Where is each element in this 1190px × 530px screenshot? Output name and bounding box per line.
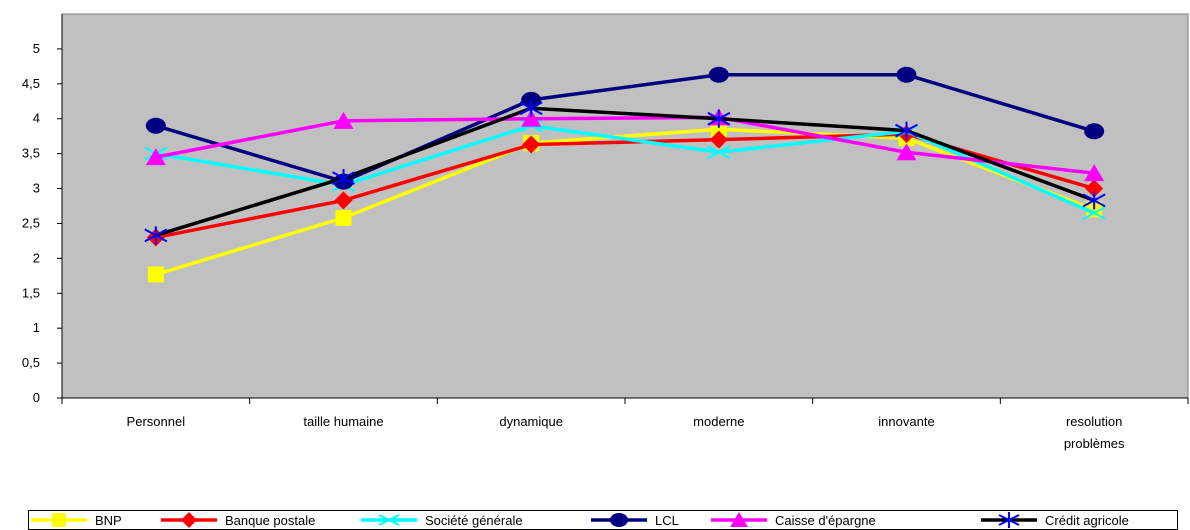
y-tick-label: 1	[33, 320, 40, 335]
data-point-circle	[708, 66, 729, 83]
legend-label: BNP	[95, 512, 122, 528]
data-point-triangle	[521, 109, 542, 127]
y-tick-label: 4	[33, 111, 40, 126]
x-tick-label-line: resolution	[1066, 414, 1122, 429]
legend-swatch	[161, 512, 217, 528]
data-point-square	[1086, 201, 1103, 218]
legend-swatch	[981, 512, 1037, 528]
data-point-square	[147, 266, 164, 283]
series-line	[155, 72, 1095, 184]
data-point-circle	[896, 66, 917, 83]
series-line	[155, 115, 1095, 175]
y-tick-label: 0,5	[22, 355, 40, 370]
legend-item: Société générale	[359, 511, 523, 529]
legend-swatch	[31, 513, 87, 527]
data-point-circle	[1084, 123, 1105, 140]
series-line	[155, 123, 1095, 215]
x-tick-label-line: taille humaine	[303, 414, 383, 429]
legend-label: Crédit agricole	[1045, 512, 1129, 528]
series-3	[145, 66, 1105, 190]
legend-item: Caisse d'épargne	[709, 511, 876, 529]
data-point-triangle	[1084, 164, 1105, 182]
data-point-triangle	[896, 143, 917, 161]
x-tick-label: dynamique	[499, 414, 563, 429]
plot-area	[61, 13, 1189, 399]
legend-label: LCL	[655, 512, 679, 528]
legend-item: Crédit agricole	[979, 511, 1129, 529]
data-point-star	[144, 226, 168, 245]
data-point-diamond	[334, 191, 353, 210]
data-point-triangle	[730, 512, 748, 527]
y-tick-label: 2,5	[22, 215, 40, 230]
x-tick-label-line: moderne	[693, 414, 744, 429]
x-tick-label: Personnel	[127, 414, 186, 429]
data-point-diamond	[709, 130, 728, 149]
line-chart: 0 0,5 1 1,5 2 2,5 3 3,5 4 4,5 5 Personnel taille hum…	[22, 13, 1189, 451]
data-point-x	[707, 145, 731, 160]
legend-label: Société générale	[425, 512, 523, 528]
series-5	[144, 99, 1106, 245]
legend-label: Caisse d'épargne	[775, 512, 876, 528]
x-tick-label: moderne	[693, 414, 744, 429]
x-tick-label-line: dynamique	[499, 414, 563, 429]
data-point-circle	[145, 117, 166, 134]
legend-label: Banque postale	[225, 512, 316, 528]
y-tick-label: 4,5	[22, 76, 40, 91]
data-point-square	[52, 513, 66, 527]
data-point-star	[998, 512, 1020, 528]
x-tick-label: resolution problèmes	[1064, 414, 1125, 451]
data-point-circle	[610, 513, 628, 527]
series-line	[155, 106, 1095, 237]
x-tick-label-line: innovante	[878, 414, 934, 429]
data-point-star	[895, 121, 918, 140]
data-point-x	[1082, 206, 1106, 220]
data-point-square	[335, 209, 352, 226]
legend-swatch	[361, 514, 417, 526]
data-point-star	[707, 109, 731, 128]
y-tick-label: 3	[33, 181, 40, 196]
legend-item: LCL	[589, 511, 679, 529]
y-tick-label: 0	[33, 390, 40, 405]
x-tick-label: innovante	[878, 414, 934, 429]
series-line	[155, 127, 1095, 277]
data-point-triangle	[145, 148, 166, 166]
x-tick-label-line: problèmes	[1064, 436, 1125, 451]
y-tick-label: 5	[33, 41, 40, 56]
y-tick-label: 2	[33, 250, 40, 265]
data-point-star	[1082, 191, 1106, 210]
data-point-x	[378, 514, 400, 526]
data-point-star	[332, 169, 355, 188]
legend-swatch	[711, 512, 767, 527]
y-tick-label: 1,5	[22, 285, 40, 300]
legend-item: Banque postale	[159, 511, 315, 529]
x-tick-label-line: Personnel	[127, 414, 186, 429]
axes: 0 0,5 1 1,5 2 2,5 3 3,5 4 4,5 5 Personnel taille hum…	[22, 14, 1189, 451]
data-point-star	[519, 99, 543, 118]
series-layer	[144, 66, 1106, 283]
legend-swatch	[591, 513, 647, 527]
data-point-triangle	[333, 111, 354, 129]
data-point-diamond	[1085, 179, 1104, 198]
legend-item: BNP	[29, 511, 122, 529]
legend: BNP Banque postale Société générale LCL Cais…	[28, 510, 1178, 530]
y-tick-label: 3,5	[22, 146, 40, 161]
data-point-diamond	[181, 512, 197, 528]
data-point-diamond	[522, 135, 541, 154]
x-tick-label: taille humaine	[303, 414, 383, 429]
